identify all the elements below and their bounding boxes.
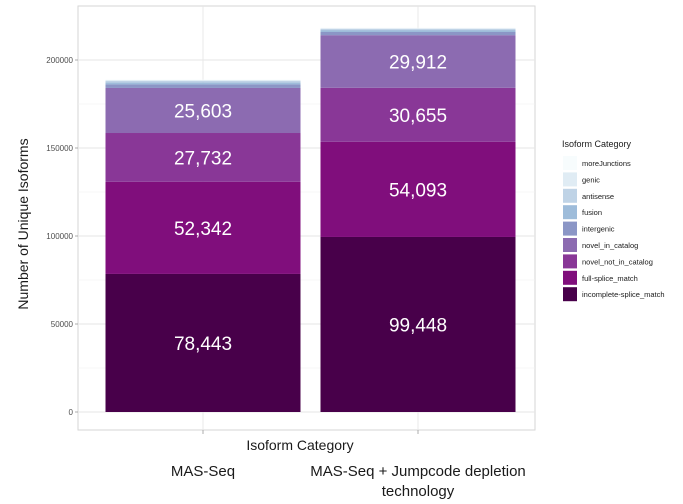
bar-segment bbox=[105, 80, 301, 81]
x-axis-ticks bbox=[202, 430, 419, 434]
bar-segment bbox=[320, 35, 516, 88]
data-label: 25,603 bbox=[174, 101, 232, 122]
data-label: 99,448 bbox=[389, 315, 447, 336]
legend-label: full-splice_match bbox=[582, 274, 638, 283]
legend-label: antisense bbox=[582, 192, 614, 201]
bars: 78,443 52,342 27,732 25,603 99,448 54,093 30,6… bbox=[105, 27, 516, 412]
bar-segment bbox=[320, 32, 516, 36]
legend-label: incomplete-splice_match bbox=[582, 290, 665, 299]
data-label: 78,443 bbox=[174, 334, 232, 355]
legend-swatch bbox=[563, 238, 577, 252]
bar-segment bbox=[105, 82, 301, 85]
y-axis-ticks: 0 50000 100000 150000 200000 bbox=[46, 56, 78, 417]
bar-segment bbox=[320, 30, 516, 33]
bar-segment bbox=[105, 181, 301, 274]
y-tick-label: 50000 bbox=[51, 320, 74, 329]
y-axis-title: Number of Unique Isoforms bbox=[15, 138, 31, 309]
y-tick-label: 0 bbox=[69, 408, 74, 417]
legend-swatch bbox=[563, 254, 577, 269]
legend-label: fusion bbox=[582, 208, 602, 217]
bar-segment bbox=[320, 28, 516, 29]
x-category-label: MAS-Seq bbox=[170, 463, 236, 480]
bar-segment bbox=[320, 87, 516, 142]
bar-segment bbox=[320, 236, 516, 412]
bar-segment bbox=[105, 84, 301, 88]
y-tick-label: 200000 bbox=[46, 56, 73, 65]
legend-swatch bbox=[563, 270, 577, 285]
x-axis-title: Isoform Category bbox=[246, 437, 353, 453]
legend-swatch bbox=[563, 221, 577, 236]
legend-label: moreJunctions bbox=[582, 159, 631, 168]
legend-label: genic bbox=[582, 175, 600, 184]
legend-swatch bbox=[563, 156, 577, 170]
y-tick-label: 100000 bbox=[46, 232, 73, 241]
legend-swatch bbox=[563, 287, 577, 302]
x-category-label: MAS-Seq + Jumpcode depletion technology bbox=[310, 463, 526, 500]
y-tick-label: 150000 bbox=[46, 144, 73, 153]
bar-segment bbox=[105, 80, 301, 83]
legend-swatch bbox=[563, 188, 577, 203]
legend-swatch bbox=[563, 205, 577, 220]
legend-label: novel_not_in_catalog bbox=[582, 257, 653, 266]
bar-segment bbox=[105, 133, 301, 182]
bar-segment bbox=[105, 273, 301, 412]
legend: Isoform Category moreJunctions genic antis… bbox=[562, 139, 665, 302]
bar-segment bbox=[105, 87, 301, 134]
data-label: 29,912 bbox=[389, 52, 447, 73]
legend-label: intergenic bbox=[582, 225, 615, 234]
legend-swatch bbox=[563, 172, 577, 187]
bar-segment bbox=[320, 28, 516, 31]
data-label: 27,732 bbox=[174, 148, 232, 169]
data-label: 52,342 bbox=[174, 219, 232, 240]
bar-segment bbox=[320, 141, 516, 237]
legend-title: Isoform Category bbox=[562, 139, 632, 149]
data-label: 30,655 bbox=[389, 106, 447, 127]
legend-label: novel_in_catalog bbox=[582, 241, 638, 250]
data-label: 54,093 bbox=[389, 180, 447, 201]
